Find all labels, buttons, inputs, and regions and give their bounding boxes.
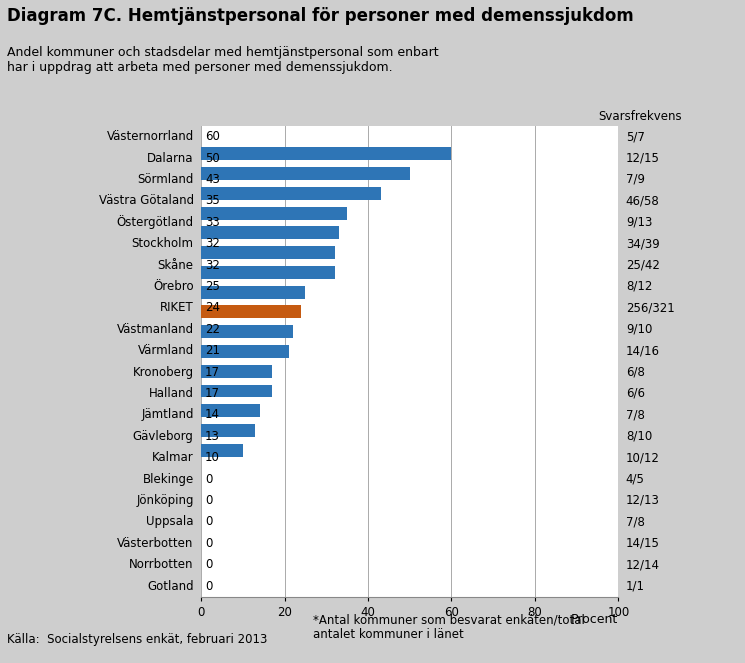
Text: 22: 22 xyxy=(205,323,220,335)
Bar xyxy=(201,266,335,279)
Bar xyxy=(201,207,347,219)
Text: Sörmland: Sörmland xyxy=(137,173,194,186)
Text: Skåne: Skåne xyxy=(158,259,194,272)
Text: 0: 0 xyxy=(205,558,212,571)
Bar xyxy=(201,227,339,239)
Text: Procent: Procent xyxy=(571,613,618,627)
Text: 14: 14 xyxy=(205,408,220,421)
Text: 25/42: 25/42 xyxy=(626,259,659,272)
Text: 8/12: 8/12 xyxy=(626,280,652,293)
Text: 0: 0 xyxy=(205,537,212,550)
Bar xyxy=(201,404,259,417)
Text: 256/321: 256/321 xyxy=(626,302,674,314)
Text: Östergötland: Östergötland xyxy=(116,215,194,229)
Text: 7/8: 7/8 xyxy=(626,408,644,421)
Bar xyxy=(201,385,272,397)
Text: Gotland: Gotland xyxy=(147,579,194,593)
Text: Västerbotten: Västerbotten xyxy=(117,537,194,550)
Text: Kalmar: Kalmar xyxy=(152,451,194,464)
Text: 7/8: 7/8 xyxy=(626,515,644,528)
Text: 0: 0 xyxy=(205,494,212,507)
Text: 9/13: 9/13 xyxy=(626,215,652,229)
Text: 17: 17 xyxy=(205,387,220,400)
Bar xyxy=(201,147,451,160)
Text: Västernorrland: Västernorrland xyxy=(107,130,194,143)
Text: 0: 0 xyxy=(205,515,212,528)
Text: 33: 33 xyxy=(205,215,220,229)
Text: Diagram 7C. Hemtjänstpersonal för personer med demenssjukdom: Diagram 7C. Hemtjänstpersonal för person… xyxy=(7,7,634,25)
Bar xyxy=(201,286,305,298)
Bar xyxy=(201,444,243,457)
Text: Västra Götaland: Västra Götaland xyxy=(98,194,194,208)
Text: Jämtland: Jämtland xyxy=(142,408,194,421)
Bar xyxy=(201,306,301,318)
Text: Källa:  Socialstyrelsens enkät, februari 2013: Källa: Socialstyrelsens enkät, februari … xyxy=(7,633,267,646)
Text: Svarsfrekvens: Svarsfrekvens xyxy=(598,109,682,123)
Text: 10: 10 xyxy=(205,451,220,464)
Text: Örebro: Örebro xyxy=(153,280,194,293)
Text: RIKET: RIKET xyxy=(160,302,194,314)
Text: 4/5: 4/5 xyxy=(626,473,644,485)
Text: 6/8: 6/8 xyxy=(626,365,644,379)
Bar xyxy=(201,424,256,437)
Bar xyxy=(201,167,410,180)
Text: 35: 35 xyxy=(205,194,220,208)
Text: 13: 13 xyxy=(205,430,220,443)
Text: 24: 24 xyxy=(205,302,220,314)
Text: 25: 25 xyxy=(205,280,220,293)
Text: Värmland: Värmland xyxy=(137,344,194,357)
Text: Kronoberg: Kronoberg xyxy=(133,365,194,379)
Text: Jönköping: Jönköping xyxy=(136,494,194,507)
Bar xyxy=(201,365,272,378)
Text: 21: 21 xyxy=(205,344,220,357)
Text: 12/13: 12/13 xyxy=(626,494,659,507)
Text: Blekinge: Blekinge xyxy=(142,473,194,485)
Text: 34/39: 34/39 xyxy=(626,237,659,250)
Text: 6/6: 6/6 xyxy=(626,387,645,400)
Text: 9/10: 9/10 xyxy=(626,323,652,335)
Text: Västmanland: Västmanland xyxy=(116,323,194,335)
Text: Gävleborg: Gävleborg xyxy=(133,430,194,443)
Bar xyxy=(201,345,289,358)
Text: 14/15: 14/15 xyxy=(626,537,659,550)
Text: *Antal kommuner som besvarat enkäten/total
antalet kommuner i länet: *Antal kommuner som besvarat enkäten/tot… xyxy=(313,613,585,641)
Text: 32: 32 xyxy=(205,237,220,250)
Text: 0: 0 xyxy=(205,579,212,593)
Text: Halland: Halland xyxy=(149,387,194,400)
Text: 8/10: 8/10 xyxy=(626,430,652,443)
Text: Stockholm: Stockholm xyxy=(132,237,194,250)
Text: 46/58: 46/58 xyxy=(626,194,659,208)
Text: 12/14: 12/14 xyxy=(626,558,660,571)
Text: Andel kommuner och stadsdelar med hemtjänstpersonal som enbart
har i uppdrag att: Andel kommuner och stadsdelar med hemtjä… xyxy=(7,46,439,74)
Text: 50: 50 xyxy=(205,152,220,164)
Text: 32: 32 xyxy=(205,259,220,272)
Text: 12/15: 12/15 xyxy=(626,152,659,164)
Text: 17: 17 xyxy=(205,365,220,379)
Text: 0: 0 xyxy=(205,473,212,485)
Bar xyxy=(201,326,293,338)
Text: Dalarna: Dalarna xyxy=(148,152,194,164)
Bar xyxy=(201,187,381,200)
Text: 43: 43 xyxy=(205,173,220,186)
Text: 14/16: 14/16 xyxy=(626,344,660,357)
Text: 60: 60 xyxy=(205,130,220,143)
Bar xyxy=(201,246,335,259)
Text: Uppsala: Uppsala xyxy=(146,515,194,528)
Text: 5/7: 5/7 xyxy=(626,130,644,143)
Text: Norrbotten: Norrbotten xyxy=(129,558,194,571)
Text: 7/9: 7/9 xyxy=(626,173,645,186)
Text: 10/12: 10/12 xyxy=(626,451,659,464)
Text: 1/1: 1/1 xyxy=(626,579,645,593)
